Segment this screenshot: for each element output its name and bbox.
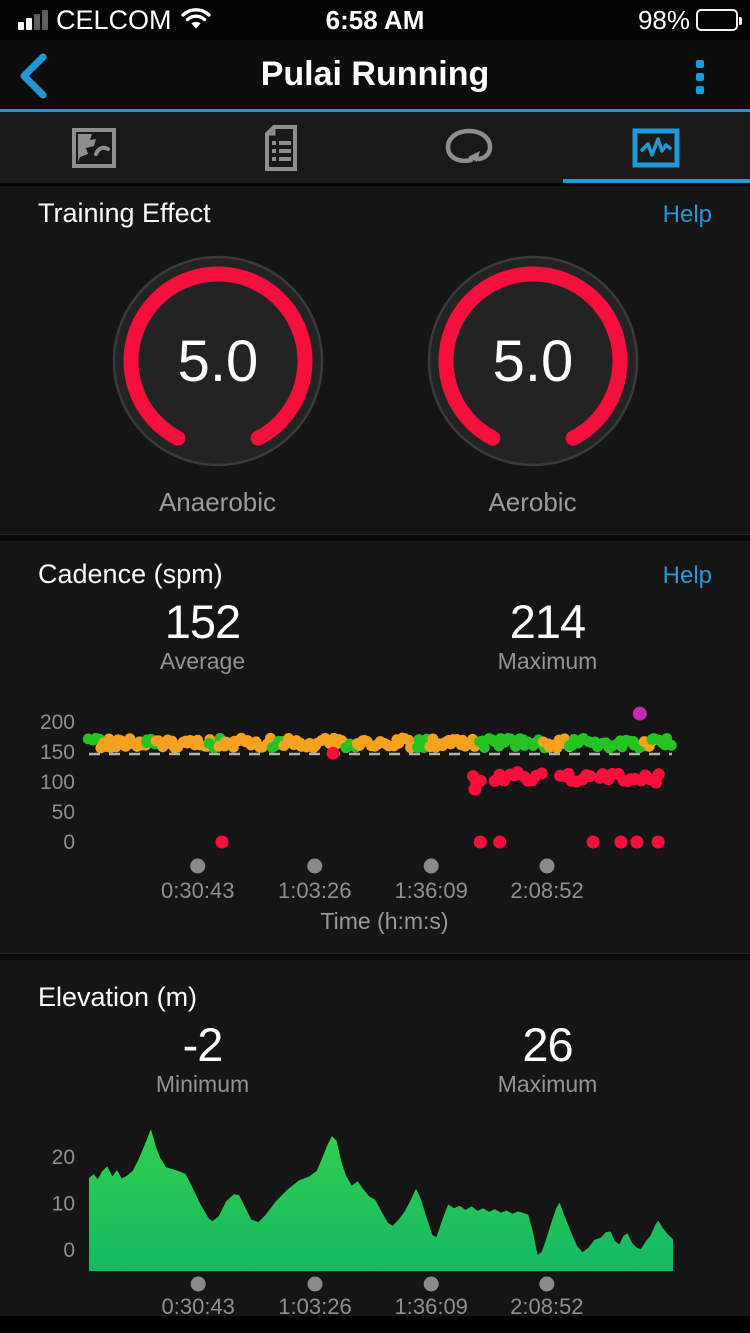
tab-laps[interactable] bbox=[375, 112, 563, 183]
nav-bar: Pulai Running bbox=[0, 40, 750, 112]
loop-arrow-icon bbox=[445, 128, 493, 163]
carrier-label: CELCOM bbox=[56, 4, 172, 35]
tab-charts[interactable] bbox=[562, 112, 750, 183]
elevation-minimum-label: Minimum bbox=[155, 1071, 250, 1097]
training-effect-section: Training Effect Help 5.0 Anaerobic 5.0 A… bbox=[0, 186, 750, 534]
elevation-maximum-stat: 26 Maximum bbox=[375, 1020, 720, 1098]
selected-tab-indicator bbox=[562, 179, 750, 183]
document-list-icon bbox=[265, 124, 298, 171]
map-icon bbox=[71, 127, 116, 168]
svg-text:2:08:52: 2:08:52 bbox=[510, 878, 583, 903]
section-divider bbox=[0, 953, 750, 960]
elevation-minimum-stat: -2 Minimum bbox=[30, 1020, 375, 1098]
svg-text:2:08:52: 2:08:52 bbox=[510, 1294, 583, 1316]
svg-text:0:30:43: 0:30:43 bbox=[161, 878, 234, 903]
battery-icon bbox=[696, 9, 742, 31]
svg-text:50: 50 bbox=[52, 801, 75, 824]
elevation-section: Elevation (m) -2 Minimum 26 Maximum 20 10… bbox=[0, 960, 750, 1316]
waveform-chart-icon bbox=[632, 128, 680, 167]
anaerobic-value: 5.0 bbox=[177, 329, 258, 394]
svg-text:100: 100 bbox=[40, 771, 75, 794]
cadence-average-stat: 152 Average bbox=[30, 597, 375, 675]
cadence-help-link[interactable]: Help bbox=[662, 562, 712, 589]
svg-text:150: 150 bbox=[40, 741, 75, 764]
status-bar: CELCOM 6:58 AM 98% bbox=[0, 0, 750, 40]
cadence-scatter-chart[interactable]: 200 150 100 50 0 0:30:43 1:03:26 1:36:09 2:08:52… bbox=[0, 691, 750, 953]
training-effect-title: Training Effect bbox=[38, 198, 211, 228]
cadence-average-value: 152 bbox=[164, 595, 241, 648]
cadence-maximum-label: Maximum bbox=[497, 648, 598, 674]
cell-signal-icon bbox=[18, 10, 48, 30]
svg-text:200: 200 bbox=[40, 711, 75, 734]
elevation-title: Elevation (m) bbox=[38, 982, 198, 1012]
cadence-maximum-stat: 214 Maximum bbox=[375, 597, 720, 675]
svg-text:0:30:43: 0:30:43 bbox=[162, 1294, 235, 1316]
elevation-minimum-value: -2 bbox=[182, 1018, 224, 1071]
elevation-area-chart[interactable]: 20 10 0 0:30:43 1:03:26 1:36:09 2:08:52 bbox=[0, 1116, 750, 1316]
section-divider bbox=[0, 534, 750, 541]
cadence-title: Cadence (spm) bbox=[38, 559, 223, 589]
svg-text:1:36:09: 1:36:09 bbox=[394, 878, 467, 903]
overflow-menu-button[interactable] bbox=[692, 56, 708, 98]
svg-text:1:03:26: 1:03:26 bbox=[278, 1294, 351, 1316]
svg-text:0: 0 bbox=[63, 1239, 75, 1262]
anaerobic-label: Anaerobic bbox=[158, 487, 277, 517]
svg-text:20: 20 bbox=[52, 1146, 75, 1169]
cadence-average-label: Average bbox=[159, 648, 246, 674]
cadence-section: Cadence (spm) Help 152 Average 214 Maxim… bbox=[0, 541, 750, 953]
aerobic-gauge-dial: 5.0 bbox=[427, 255, 638, 467]
svg-text:Time (h:m:s): Time (h:m:s) bbox=[320, 908, 448, 934]
back-button[interactable] bbox=[16, 52, 60, 100]
svg-text:10: 10 bbox=[52, 1193, 75, 1216]
anaerobic-gauge-dial: 5.0 bbox=[112, 255, 323, 467]
battery-percent-label: 98% bbox=[637, 4, 690, 35]
cadence-maximum-value: 214 bbox=[509, 595, 586, 648]
aerobic-gauge: 5.0 Aerobic bbox=[375, 246, 690, 518]
svg-text:1:03:26: 1:03:26 bbox=[278, 878, 351, 903]
training-effect-help-link[interactable]: Help bbox=[662, 201, 712, 228]
svg-text:1:36:09: 1:36:09 bbox=[395, 1294, 468, 1316]
svg-text:0: 0 bbox=[63, 831, 75, 854]
tab-bar bbox=[0, 112, 750, 186]
clock-label: 6:58 AM bbox=[325, 4, 425, 35]
aerobic-label: Aerobic bbox=[488, 487, 577, 517]
elevation-maximum-label: Maximum bbox=[497, 1071, 598, 1097]
tab-map[interactable] bbox=[0, 112, 188, 183]
page-title: Pulai Running bbox=[260, 55, 490, 93]
tab-details[interactable] bbox=[188, 112, 376, 183]
aerobic-value: 5.0 bbox=[492, 329, 573, 394]
wifi-icon bbox=[180, 8, 211, 29]
chevron-left-icon bbox=[20, 53, 47, 99]
elevation-maximum-value: 26 bbox=[522, 1018, 573, 1071]
anaerobic-gauge: 5.0 Anaerobic bbox=[60, 246, 375, 518]
